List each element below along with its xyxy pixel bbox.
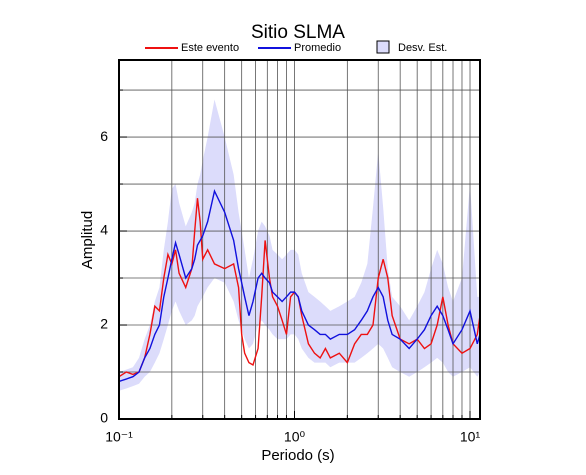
plot-frame	[118, 59, 481, 420]
legend-label: Este evento	[181, 42, 239, 54]
data-line	[118, 198, 481, 378]
legend-label: Desv. Est.	[398, 42, 447, 54]
y-tick-label: 2	[100, 316, 108, 332]
x-tick-label: 10⁰	[284, 429, 306, 445]
y-tick-label: 4	[100, 222, 108, 238]
y-tick-label: 0	[100, 410, 108, 426]
y-tick-label: 6	[100, 128, 108, 144]
x-axis-label: Periodo (s)	[261, 447, 334, 464]
y-axis-label: Amplitud	[79, 211, 96, 269]
std-band	[119, 99, 480, 391]
x-tick-label: 10⁻¹	[105, 429, 133, 445]
legend-swatch	[376, 40, 390, 54]
legend-label: Promedio	[294, 42, 341, 54]
chart-title: Sitio SLMA	[251, 22, 345, 43]
x-tick-label: 10¹	[460, 429, 481, 445]
data-line	[118, 188, 481, 383]
